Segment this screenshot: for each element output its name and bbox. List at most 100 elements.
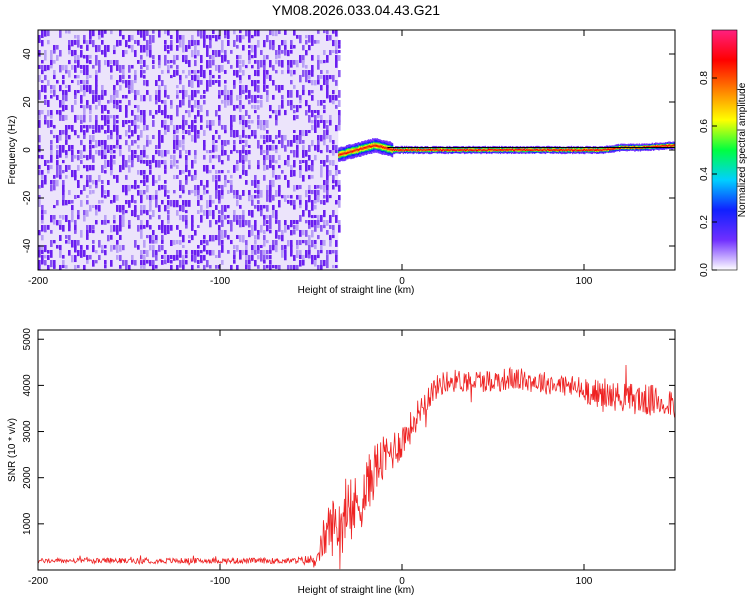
- noise-cell: [119, 165, 122, 173]
- noise-cell: [44, 115, 47, 120]
- noise-cell: [110, 145, 113, 153]
- noise-cell: [218, 195, 221, 202]
- noise-cell: [143, 170, 146, 175]
- signal-cell: [374, 143, 376, 147]
- noise-cell: [140, 265, 143, 269]
- noise-cell: [152, 60, 155, 65]
- noise-cell: [41, 250, 44, 255]
- noise-cell: [77, 40, 80, 48]
- noise-cell: [188, 40, 191, 45]
- noise-cell: [233, 85, 236, 89]
- noise-cell: [146, 195, 149, 200]
- signal-cell: [561, 148, 563, 151]
- noise-cell: [143, 240, 146, 248]
- noise-cell: [314, 120, 317, 128]
- noise-cell: [164, 55, 167, 62]
- noise-cell: [128, 185, 131, 192]
- noise-cell: [47, 65, 50, 71]
- noise-cell: [281, 50, 284, 54]
- noise-cell: [278, 155, 281, 161]
- noise-cell: [281, 170, 284, 174]
- noise-cell: [314, 155, 317, 161]
- noise-cell: [278, 30, 281, 35]
- noise-cell: [317, 185, 320, 189]
- noise-cell: [59, 150, 62, 158]
- snr-x-axis-label: Height of straight line (km): [298, 585, 415, 596]
- noise-cell: [182, 245, 185, 249]
- noise-cell: [323, 225, 326, 229]
- noise-cell: [239, 115, 242, 121]
- noise-cell: [185, 180, 188, 185]
- noise-cell: [122, 50, 125, 57]
- noise-cell: [164, 150, 167, 157]
- noise-cell: [305, 165, 308, 172]
- noise-cell: [131, 140, 134, 146]
- noise-cell: [263, 160, 266, 166]
- signal-cell: [544, 149, 547, 151]
- noise-cell: [140, 205, 143, 213]
- noise-cell: [242, 35, 245, 40]
- noise-cell: [290, 50, 293, 54]
- signal-cell: [475, 149, 478, 152]
- noise-cell: [290, 170, 293, 177]
- noise-cell: [224, 150, 227, 156]
- noise-cell: [122, 155, 125, 162]
- noise-cell: [278, 190, 281, 197]
- noise-cell: [56, 110, 59, 115]
- noise-cell: [128, 35, 131, 42]
- noise-cell: [113, 85, 116, 93]
- noise-cell: [41, 180, 44, 188]
- noise-cell: [317, 255, 320, 259]
- noise-cell: [290, 195, 293, 199]
- noise-cell: [323, 120, 326, 126]
- noise-cell: [80, 105, 83, 109]
- spectrogram-noise-cells: [38, 30, 341, 270]
- noise-cell: [287, 195, 290, 199]
- signal-cell: [448, 149, 450, 152]
- noise-cell: [191, 105, 194, 113]
- noise-cell: [185, 130, 188, 135]
- noise-cell: [311, 90, 314, 94]
- noise-cell: [275, 265, 278, 269]
- noise-cell: [230, 95, 233, 103]
- noise-cell: [95, 75, 98, 82]
- signal-cell: [492, 148, 494, 151]
- noise-cell: [233, 80, 236, 88]
- noise-cell: [203, 185, 206, 190]
- signal-cell: [501, 149, 503, 151]
- noise-cell: [161, 150, 164, 158]
- noise-cell: [335, 105, 338, 109]
- x-tick-label: 0: [399, 276, 405, 287]
- noise-cell: [158, 90, 161, 95]
- noise-cell: [266, 90, 269, 98]
- signal-cell: [600, 149, 602, 151]
- signal-cell: [591, 149, 594, 152]
- noise-cell: [278, 130, 281, 138]
- noise-cell: [38, 110, 41, 118]
- noise-cell: [320, 170, 323, 178]
- noise-cell: [299, 170, 302, 178]
- noise-cell: [293, 170, 296, 177]
- noise-cell: [116, 225, 119, 233]
- noise-cell: [101, 115, 104, 121]
- noise-cell: [41, 205, 44, 211]
- noise-cell: [326, 185, 329, 191]
- signal-cell: [609, 148, 611, 151]
- noise-cell: [65, 125, 68, 133]
- noise-cell: [86, 100, 89, 108]
- noise-cell: [149, 50, 152, 58]
- noise-cell: [116, 90, 119, 98]
- noise-cell: [248, 145, 251, 149]
- noise-cell: [302, 130, 305, 137]
- signal-cell: [486, 149, 489, 152]
- noise-cell: [323, 135, 326, 140]
- noise-cell: [107, 220, 110, 224]
- noise-cell: [245, 240, 248, 246]
- noise-cell: [308, 155, 311, 161]
- noise-cell: [167, 255, 170, 263]
- noise-cell: [140, 150, 143, 158]
- noise-cell: [68, 190, 71, 195]
- noise-cell: [308, 90, 311, 96]
- noise-cell: [230, 265, 233, 270]
- noise-cell: [284, 30, 287, 35]
